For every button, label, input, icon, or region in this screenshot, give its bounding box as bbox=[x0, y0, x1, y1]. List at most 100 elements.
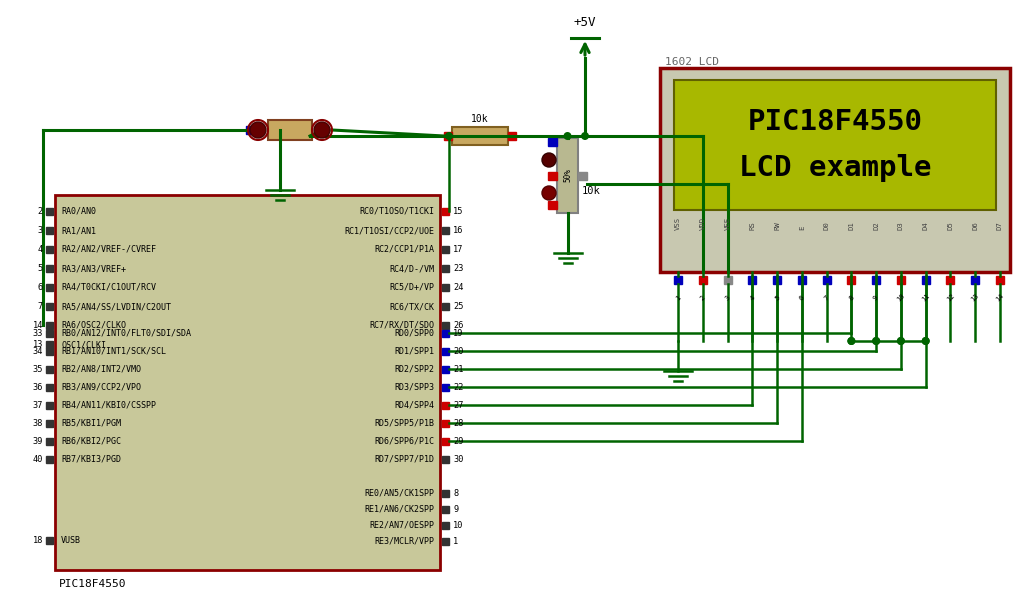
Text: 10k: 10k bbox=[582, 185, 601, 195]
Text: 16: 16 bbox=[453, 226, 464, 235]
Text: RE1/AN6/CK2SPP: RE1/AN6/CK2SPP bbox=[364, 505, 434, 514]
Bar bbox=[442, 384, 449, 391]
Bar bbox=[442, 506, 449, 513]
Text: RC1/T1OSI/CCP2/UOE: RC1/T1OSI/CCP2/UOE bbox=[344, 226, 434, 235]
Bar bbox=[442, 438, 449, 445]
Text: 40: 40 bbox=[33, 455, 43, 464]
Text: RD5/SPP5/P1B: RD5/SPP5/P1B bbox=[374, 419, 434, 428]
Bar bbox=[46, 208, 53, 215]
Bar bbox=[548, 138, 557, 146]
Text: RC7/RX/DT/SDO: RC7/RX/DT/SDO bbox=[369, 321, 434, 330]
Bar bbox=[46, 303, 53, 310]
Circle shape bbox=[872, 337, 881, 345]
Bar bbox=[46, 227, 53, 234]
Bar bbox=[442, 303, 449, 310]
Bar bbox=[452, 127, 508, 145]
Text: RA1/AN1: RA1/AN1 bbox=[61, 226, 96, 235]
Text: RB3/AN9/CCP2/VPO: RB3/AN9/CCP2/VPO bbox=[61, 383, 141, 392]
Text: RB7/KBI3/PGD: RB7/KBI3/PGD bbox=[61, 455, 121, 464]
Circle shape bbox=[848, 337, 855, 345]
Text: RC5/D+/VP: RC5/D+/VP bbox=[389, 283, 434, 292]
Text: E: E bbox=[799, 226, 805, 230]
Bar bbox=[442, 366, 449, 373]
Text: OSC1/CLKI: OSC1/CLKI bbox=[61, 340, 106, 349]
Text: 17: 17 bbox=[453, 245, 464, 254]
Text: 14: 14 bbox=[33, 321, 43, 330]
Text: 7: 7 bbox=[38, 302, 43, 311]
Bar bbox=[46, 537, 53, 544]
Bar bbox=[46, 402, 53, 409]
Text: 30: 30 bbox=[453, 455, 464, 464]
Text: +5V: +5V bbox=[573, 16, 596, 29]
Text: VSS: VSS bbox=[675, 217, 681, 230]
Text: RA2/AN2/VREF-/CVREF: RA2/AN2/VREF-/CVREF bbox=[61, 245, 156, 254]
Bar bbox=[674, 80, 996, 210]
Text: 11: 11 bbox=[921, 293, 931, 303]
Text: RA3/AN3/VREF+: RA3/AN3/VREF+ bbox=[61, 264, 126, 273]
Text: D7: D7 bbox=[997, 221, 1002, 230]
Bar bbox=[548, 201, 557, 209]
Text: 9: 9 bbox=[453, 505, 459, 514]
Bar bbox=[971, 276, 979, 284]
Text: 2: 2 bbox=[699, 295, 707, 301]
Bar bbox=[55, 195, 440, 570]
Text: 24: 24 bbox=[453, 283, 464, 292]
Bar bbox=[508, 132, 516, 140]
Bar bbox=[822, 276, 830, 284]
Circle shape bbox=[445, 132, 453, 140]
Bar bbox=[46, 348, 53, 355]
Text: RE0/AN5/CK1SPP: RE0/AN5/CK1SPP bbox=[364, 489, 434, 498]
Text: RC2/CCP1/P1A: RC2/CCP1/P1A bbox=[374, 245, 434, 254]
Text: RD7/SPP7/P1D: RD7/SPP7/P1D bbox=[374, 455, 434, 464]
Text: D2: D2 bbox=[873, 221, 880, 230]
Bar bbox=[442, 420, 449, 427]
Text: 8: 8 bbox=[453, 489, 459, 498]
Text: 6: 6 bbox=[799, 295, 806, 301]
Text: RC0/T1OSO/T1CKI: RC0/T1OSO/T1CKI bbox=[359, 207, 434, 216]
Bar bbox=[922, 276, 930, 284]
Text: RD4/SPP4: RD4/SPP4 bbox=[394, 401, 434, 410]
Bar bbox=[444, 132, 452, 140]
Text: D5: D5 bbox=[947, 221, 953, 230]
Text: RD1/SPP1: RD1/SPP1 bbox=[394, 347, 434, 356]
Text: 1: 1 bbox=[453, 537, 459, 546]
Bar bbox=[46, 246, 53, 253]
Bar bbox=[724, 276, 731, 284]
Circle shape bbox=[250, 122, 266, 138]
Bar bbox=[46, 284, 53, 291]
Text: RC4/D-/VM: RC4/D-/VM bbox=[389, 264, 434, 273]
Text: 10: 10 bbox=[453, 521, 464, 530]
Text: 28: 28 bbox=[453, 419, 464, 428]
Text: 4: 4 bbox=[38, 245, 43, 254]
Bar bbox=[46, 420, 53, 427]
Bar bbox=[872, 276, 881, 284]
Text: RB1/AN10/INT1/SCK/SCL: RB1/AN10/INT1/SCK/SCL bbox=[61, 347, 166, 356]
Text: 13: 13 bbox=[970, 293, 980, 303]
Text: RD6/SPP6/P1C: RD6/SPP6/P1C bbox=[374, 437, 434, 446]
Circle shape bbox=[563, 132, 571, 140]
Text: 33: 33 bbox=[33, 329, 43, 338]
Circle shape bbox=[542, 186, 556, 200]
Bar bbox=[268, 120, 312, 140]
Bar bbox=[442, 265, 449, 272]
Circle shape bbox=[872, 337, 881, 345]
Text: 22: 22 bbox=[453, 383, 464, 392]
Circle shape bbox=[848, 337, 855, 345]
Bar bbox=[46, 438, 53, 445]
Bar bbox=[442, 490, 449, 497]
Text: RB4/AN11/KBI0/CSSPP: RB4/AN11/KBI0/CSSPP bbox=[61, 401, 156, 410]
Circle shape bbox=[542, 153, 556, 167]
Text: RA4/T0CKI/C1OUT/RCV: RA4/T0CKI/C1OUT/RCV bbox=[61, 283, 156, 292]
Bar bbox=[46, 456, 53, 463]
Bar bbox=[442, 348, 449, 355]
Text: 27: 27 bbox=[453, 401, 464, 410]
Text: 5: 5 bbox=[38, 264, 43, 273]
Text: PIC18F4550: PIC18F4550 bbox=[59, 579, 127, 589]
Bar bbox=[46, 322, 53, 329]
Text: RA5/AN4/SS/LVDIN/C2OUT: RA5/AN4/SS/LVDIN/C2OUT bbox=[61, 302, 171, 311]
Bar bbox=[773, 276, 781, 284]
Text: 37: 37 bbox=[33, 401, 43, 410]
Bar bbox=[442, 246, 449, 253]
Text: 1: 1 bbox=[675, 295, 682, 301]
Text: 36: 36 bbox=[33, 383, 43, 392]
